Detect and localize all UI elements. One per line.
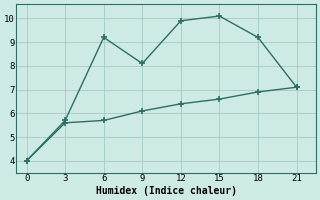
X-axis label: Humidex (Indice chaleur): Humidex (Indice chaleur) [96, 186, 236, 196]
